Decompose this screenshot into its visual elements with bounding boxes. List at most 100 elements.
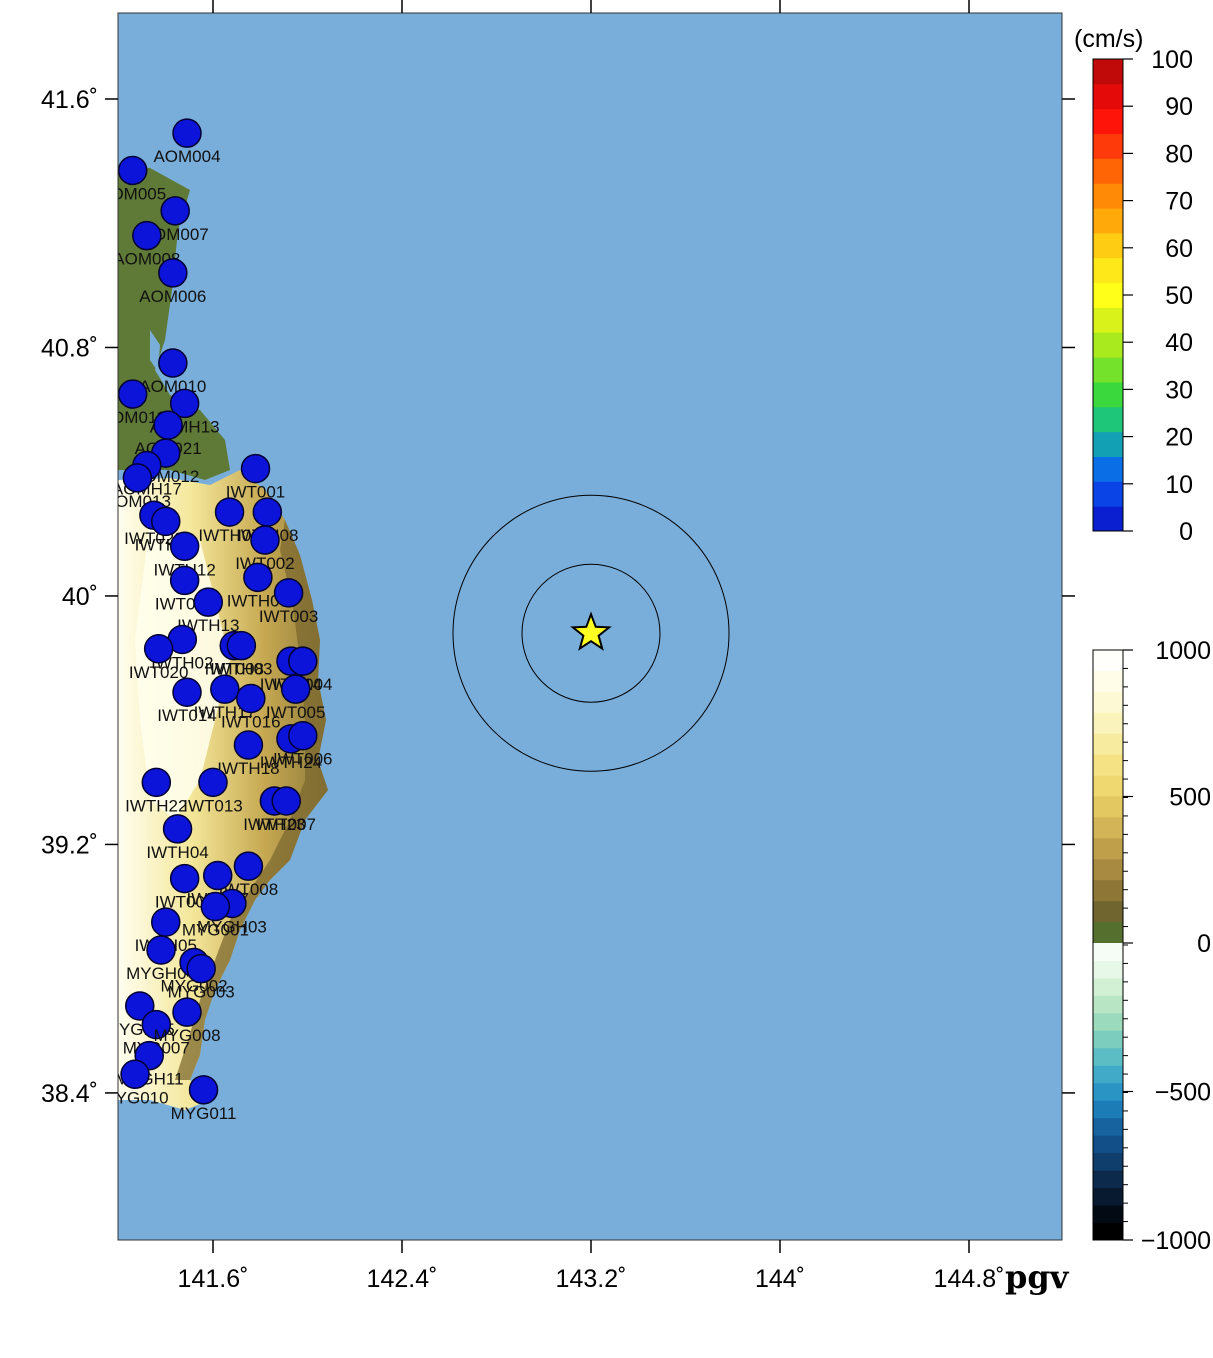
station[interactable]: MYG003 — [168, 953, 235, 1002]
station-label: MYG011 — [171, 1104, 237, 1123]
station-label: IWT009 — [155, 893, 215, 912]
station-marker[interactable] — [240, 453, 271, 484]
station[interactable]: IWT006 — [273, 720, 333, 769]
station[interactable]: IWT003 — [259, 578, 319, 626]
station-marker[interactable] — [169, 565, 200, 596]
station-marker[interactable] — [160, 196, 190, 226]
topo-sea-swatch — [1093, 1187, 1123, 1206]
station-marker[interactable] — [188, 1075, 219, 1105]
station-marker[interactable] — [288, 720, 318, 751]
station-marker[interactable] — [236, 683, 266, 714]
pgv-tick-label: 0 — [1179, 518, 1193, 546]
station-label: MYGH03 — [197, 917, 267, 936]
station[interactable]: IWTH09 — [227, 562, 289, 610]
station-marker[interactable] — [243, 562, 273, 593]
station[interactable]: IWT001 — [226, 453, 286, 502]
topo-sea-swatch — [1093, 1100, 1123, 1119]
station-marker[interactable] — [158, 348, 188, 378]
station-marker[interactable] — [252, 497, 283, 527]
topo-sea-swatch — [1093, 943, 1123, 961]
topo-tick-label: 1000 — [1155, 637, 1211, 665]
station-label: MYG003 — [168, 983, 235, 1002]
station-marker[interactable] — [288, 646, 318, 676]
station[interactable]: IWTH07 — [198, 497, 261, 545]
station-label: MYG002 — [161, 976, 228, 995]
station-marker[interactable] — [169, 388, 200, 419]
station-marker[interactable] — [172, 677, 202, 707]
station-marker[interactable] — [210, 674, 240, 704]
station[interactable]: AOM005 — [99, 155, 166, 203]
distance-circle — [452, 494, 730, 772]
pgv-color-swatch — [1093, 108, 1123, 135]
station-marker[interactable] — [143, 634, 174, 664]
station-marker[interactable] — [172, 997, 202, 1027]
station[interactable]: MYG010 — [101, 1059, 169, 1107]
station[interactable]: MYGH04 — [126, 935, 196, 983]
station[interactable]: IWTH04 — [146, 814, 209, 862]
station-marker[interactable] — [132, 220, 162, 251]
station-marker[interactable] — [172, 118, 202, 148]
topo-sea-swatch — [1093, 1170, 1123, 1189]
station[interactable]: IWT014 — [157, 677, 217, 725]
station[interactable]: MYG011 — [171, 1075, 237, 1123]
pgv-tick-label: 70 — [1165, 188, 1193, 216]
station-marker[interactable] — [141, 1009, 172, 1040]
station-marker[interactable] — [118, 155, 148, 186]
lon-tick-label: 141.6˚ — [178, 1265, 249, 1293]
station-marker[interactable] — [226, 630, 257, 661]
station[interactable]: AOM004 — [153, 118, 221, 166]
station[interactable]: IWT013 — [183, 767, 243, 815]
station-marker[interactable] — [280, 674, 311, 704]
station-marker[interactable] — [151, 506, 181, 537]
station[interactable]: IWT005 — [266, 674, 326, 722]
pgv-tick-label: 10 — [1165, 471, 1193, 499]
station-marker[interactable] — [151, 907, 181, 937]
station-marker[interactable] — [118, 379, 148, 409]
topo-sea-swatch — [1093, 1222, 1123, 1241]
station[interactable]: AOM006 — [139, 258, 206, 306]
lat-tick-label: 40˚ — [62, 583, 98, 611]
station-marker[interactable] — [120, 1059, 150, 1090]
station-marker[interactable] — [169, 863, 200, 894]
station[interactable]: IWTH03 — [210, 630, 273, 679]
pgv-color-swatch — [1093, 357, 1123, 383]
station[interactable]: IWT020 — [129, 634, 189, 682]
station[interactable]: IWTH18 — [217, 730, 280, 778]
station[interactable]: IWT007 — [256, 786, 316, 834]
pgv-color-swatch — [1093, 307, 1123, 333]
station-marker[interactable] — [198, 767, 228, 798]
station-marker[interactable] — [146, 935, 176, 965]
station[interactable]: MYG008 — [153, 997, 221, 1045]
station[interactable]: AOM011 — [100, 379, 166, 427]
station[interactable]: IWTH22 — [125, 767, 187, 815]
station-marker[interactable] — [186, 953, 216, 984]
station[interactable]: IWT009 — [155, 863, 215, 912]
station-marker[interactable] — [271, 786, 301, 816]
station-label: AOM005 — [99, 184, 166, 203]
station[interactable]: IWT016 — [221, 683, 281, 731]
station-label: IWT006 — [273, 750, 333, 769]
station-marker[interactable] — [200, 891, 231, 922]
station-marker[interactable] — [158, 258, 188, 288]
station-marker[interactable] — [122, 463, 153, 493]
station-marker[interactable] — [214, 497, 245, 527]
station-marker[interactable] — [162, 814, 193, 844]
station-marker[interactable] — [233, 851, 264, 881]
station-marker[interactable] — [125, 991, 155, 1021]
station-marker[interactable] — [169, 531, 200, 562]
map-area: AOM004AOM005AOM007AOM008AOM006AOM010AOM0… — [99, 13, 1062, 1240]
station-marker[interactable] — [273, 578, 304, 608]
station-marker[interactable] — [202, 860, 233, 891]
station-label: IWT003 — [259, 607, 319, 626]
station[interactable]: MYG001 — [182, 891, 249, 940]
topo-land-swatch — [1093, 838, 1123, 860]
station-label: IWT014 — [157, 706, 217, 725]
station-marker[interactable] — [153, 410, 183, 440]
station-marker[interactable] — [233, 730, 264, 760]
pgv-color-swatch — [1093, 456, 1123, 482]
pgv-color-swatch — [1093, 406, 1123, 433]
station-marker[interactable] — [250, 525, 280, 555]
station-marker[interactable] — [141, 767, 172, 798]
station-marker[interactable] — [193, 587, 224, 617]
